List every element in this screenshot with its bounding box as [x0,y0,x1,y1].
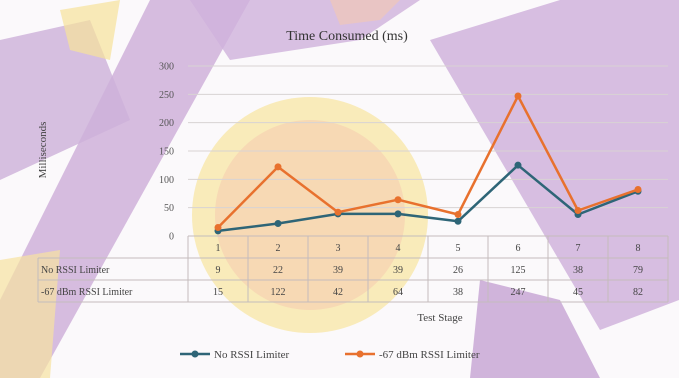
data-point [514,161,522,169]
table-cell-value: 82 [633,287,643,298]
data-point [514,92,522,100]
y-tick-label: 100 [159,175,174,186]
legend-entry: -67 dBm RSSI Limiter [379,349,480,361]
table-cell-value: 39 [333,265,343,276]
data-point [274,163,282,171]
legend-swatch-marker [356,350,364,358]
data-point [394,196,402,204]
table-cell-value: 38 [453,287,463,298]
data-point [334,208,342,216]
y-tick-label: 0 [169,232,174,243]
x-tick-label: 1 [216,243,221,254]
data-point [454,217,462,225]
series-line [217,94,639,229]
data-point [454,210,462,218]
table-cell-value: 15 [213,287,223,298]
table-cell-value: 122 [271,287,286,298]
table-cell-value: 79 [633,265,643,276]
gridlines [188,65,668,237]
table-cell-value: 247 [511,287,526,298]
data-point [214,224,222,231]
x-tick-label: 8 [636,243,641,254]
x-tick-label: 6 [516,243,521,254]
table-cell-value: 9 [216,265,221,276]
table-cell-value: 38 [573,265,583,276]
x-tick-label: 2 [276,243,281,254]
y-axis-label: Milliseconds [37,122,49,179]
x-tick-label: 4 [396,243,401,254]
series-line [217,163,639,233]
table-cell-value: 45 [573,287,583,298]
chart-title: Time Consumed (ms) [286,29,408,44]
table-cell-value: 26 [453,265,463,276]
data-table: 1 2 3 4 5 6 7 8No RSSI Limiter 9 22 39 39 26 125 38 79-… [37,235,669,303]
table-cell-value: 64 [393,287,403,298]
x-axis-label: Test Stage [417,312,462,324]
y-tick-labels: 0 50 100 150 200 250 300 [159,62,174,243]
y-tick-label: 150 [159,147,174,158]
data-point [634,186,642,194]
y-tick-label: 250 [159,90,174,101]
table-cell-value: 22 [273,265,283,276]
data-point [574,207,582,214]
x-tick-label: 3 [336,243,341,254]
table-cell-value: 39 [393,265,403,276]
y-tick-label: 200 [159,118,174,129]
data-point [394,210,402,218]
x-tick-label: 5 [456,243,461,254]
data-point [274,220,282,228]
legend: No RSSI Limiter -67 dBm RSSI Limiter [180,349,480,361]
y-tick-label: 50 [164,203,174,214]
table-series-name: -67 dBm RSSI Limiter [41,287,133,298]
table-cell-value: 125 [511,265,526,276]
series-lines [214,92,642,235]
x-tick-label: 7 [576,243,581,254]
table-series-name: No RSSI Limiter [41,265,110,276]
y-tick-label: 300 [159,62,174,73]
table-cell-value: 42 [333,287,343,298]
legend-swatch-marker [191,350,199,358]
legend-entry: No RSSI Limiter [214,349,290,361]
